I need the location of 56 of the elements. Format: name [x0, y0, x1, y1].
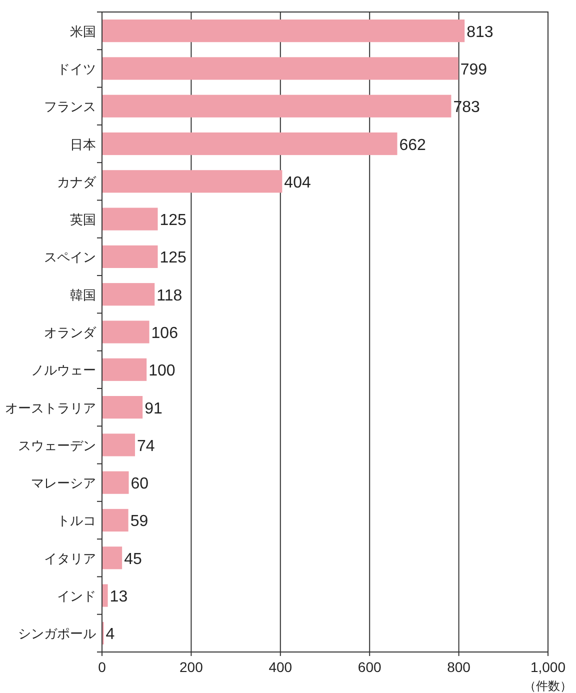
- y-tick-label: 韓国: [70, 287, 96, 302]
- bar: [102, 320, 150, 344]
- bar: [102, 208, 158, 230]
- x-axis-title: （件数）: [524, 679, 572, 693]
- x-tick-label: 0: [98, 659, 106, 675]
- bar: [102, 283, 155, 306]
- y-tick-label: トルコ: [57, 513, 96, 528]
- bar: [102, 245, 158, 268]
- bar: [102, 508, 128, 532]
- y-tick-label: 米国: [70, 24, 96, 39]
- bar: [102, 396, 143, 419]
- bar: [102, 57, 458, 80]
- data-label: 799: [460, 61, 488, 78]
- y-tick-label: オーストラリア: [5, 400, 96, 416]
- x-tick-label: 800: [447, 659, 471, 675]
- bar: [102, 546, 122, 570]
- bar: [102, 584, 108, 607]
- data-label: 74: [137, 438, 155, 455]
- x-tick-label: 400: [268, 659, 292, 675]
- data-label: 91: [144, 400, 162, 418]
- y-tick-label: スペイン: [44, 250, 96, 265]
- data-label: 59: [130, 513, 148, 530]
- y-tick-label: オランダ: [44, 325, 97, 340]
- data-label: 45: [124, 550, 142, 568]
- data-label: 60: [130, 476, 149, 493]
- bar: [102, 434, 136, 456]
- y-tick-label: インド: [57, 588, 96, 604]
- x-tick-label: 600: [358, 659, 382, 675]
- data-label: 813: [466, 24, 494, 41]
- data-label: 662: [399, 136, 426, 154]
- y-tick-label: 英国: [70, 212, 96, 228]
- y-tick-label: カナダ: [57, 174, 97, 190]
- data-label: 118: [156, 287, 182, 304]
- y-tick-label: スウェーデン: [18, 438, 96, 453]
- bar: [102, 471, 129, 494]
- data-label: 4: [106, 626, 115, 644]
- data-label: 13: [110, 588, 128, 606]
- x-tick-label: 1,000: [530, 659, 566, 675]
- y-tick-label: マレーシア: [31, 476, 96, 491]
- bar: [102, 170, 282, 193]
- y-tick-label: イタリア: [44, 550, 96, 566]
- bar: [102, 20, 465, 42]
- x-tick-label: 200: [180, 659, 204, 675]
- y-tick-label: シンガポール: [18, 626, 96, 642]
- y-tick-label: フランス: [44, 99, 96, 114]
- bar: [102, 132, 398, 156]
- data-label: 106: [151, 325, 178, 342]
- bar: [102, 358, 147, 381]
- bar: [102, 94, 452, 118]
- data-label: 125: [160, 250, 187, 267]
- y-tick-label: ドイツ: [57, 61, 96, 76]
- data-label: 125: [160, 212, 187, 230]
- y-tick-label: ノルウェー: [31, 362, 96, 378]
- y-tick-label: 日本: [70, 136, 96, 152]
- data-label: 100: [148, 362, 176, 380]
- data-label: 404: [284, 174, 311, 192]
